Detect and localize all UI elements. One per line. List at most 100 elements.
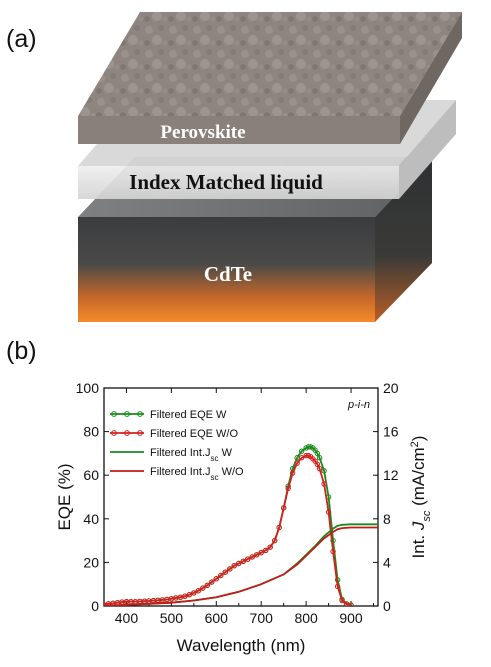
series-point-1	[294, 460, 300, 466]
legend-entry-1: Filtered EQE W/O	[150, 428, 238, 440]
y-tick-label: 100	[76, 380, 100, 396]
legend-marker-1	[124, 430, 130, 436]
x-axis-title: Wavelength (nm)	[177, 636, 306, 655]
legend-entry-main: Filtered Int.J	[150, 447, 211, 459]
y-tick-label: 60	[83, 467, 99, 483]
series-point-1	[267, 544, 273, 550]
legend-entry-main: Filtered Int.J	[150, 466, 211, 478]
y-tick-label: 80	[83, 424, 99, 440]
y2-tick-label: 4	[383, 554, 391, 570]
x-tick-label: 400	[115, 610, 139, 626]
perovskite-top-face	[78, 12, 462, 116]
x-tick-label: 800	[294, 610, 318, 626]
series-point-1	[231, 562, 237, 569]
legend-marker-0	[124, 411, 130, 417]
y2-axis-title-part: sc	[421, 510, 433, 522]
series-point-1	[348, 602, 354, 606]
y2-axis-title-part: (mA/cm	[409, 447, 428, 510]
series-point-0	[298, 448, 305, 454]
cdte-label: CdTe	[204, 262, 252, 286]
legend-entry-main: Filtered EQE W	[150, 409, 227, 421]
y-tick-label: 20	[83, 554, 99, 570]
series-point-1	[209, 579, 215, 585]
y2-tick-label: 12	[383, 467, 399, 483]
series-point-1	[330, 548, 336, 555]
series-point-1	[249, 554, 255, 560]
series-point-1	[204, 582, 211, 588]
y-axis-title: EQE (%)	[55, 463, 74, 530]
legend-marker-0	[137, 411, 143, 417]
series-point-1	[314, 461, 321, 467]
y-tick-label: 40	[83, 511, 99, 527]
series-point-1	[218, 572, 224, 579]
x-tick-label: 900	[339, 610, 363, 626]
series-point-1	[285, 485, 291, 491]
legend-entry-tail: W	[219, 447, 233, 459]
series-line-3	[104, 526, 378, 606]
legend-marker-1	[111, 430, 117, 436]
perovskite-label: Perovskite	[160, 122, 245, 143]
panel-a-label: (a)	[6, 25, 37, 53]
legend-entry-0: Filtered EQE W	[150, 409, 227, 421]
pin-annotation: p-i-n	[347, 399, 370, 411]
series-point-1	[263, 547, 269, 554]
panel-b: (b) 400 500 600 700 800 900 0 20 40 60 80 100 0 4 8 12 1…	[6, 337, 433, 655]
series-point-1	[195, 588, 202, 594]
eqe-chart: 400 500 600 700 800 900 0 20 40 60 80 100 0 4 8 12 16 20 W…	[55, 380, 433, 655]
series-point-1	[289, 470, 296, 476]
series-point-1	[321, 481, 327, 487]
series-point-1	[316, 465, 323, 472]
perovskite-front-face	[78, 116, 400, 144]
series-point-1	[325, 509, 332, 515]
series-point-1	[191, 590, 197, 596]
y2-tick-label: 16	[383, 424, 399, 440]
series-point-1	[271, 537, 278, 544]
series-point-1	[254, 552, 260, 558]
series-point-1	[227, 566, 233, 572]
y2-tick-label: 8	[383, 511, 391, 527]
legend-entry-3: Filtered Int.Jsc W/O	[150, 466, 244, 482]
series-point-1	[258, 549, 264, 556]
x-tick-label: 600	[205, 610, 229, 626]
liquid-front-face	[78, 166, 399, 199]
y2-tick-label: 20	[383, 380, 399, 396]
liquid-side-face	[399, 100, 456, 199]
series-point-1	[240, 558, 246, 565]
perovskite-side-face	[400, 12, 462, 144]
plot-frame	[103, 387, 379, 607]
series-point-1	[276, 524, 282, 531]
legend-marker-0	[111, 411, 117, 417]
y2-tick-label: 0	[383, 598, 391, 614]
plot-area	[104, 444, 378, 606]
series-line-2	[104, 523, 378, 606]
series-point-0	[321, 468, 327, 474]
series-point-1	[298, 455, 305, 461]
cdte-front-face	[78, 217, 375, 322]
y2-axis-title-part: Int.	[409, 530, 428, 558]
y-tick-label: 0	[91, 598, 99, 614]
x-tick-label: 500	[160, 610, 184, 626]
y2-axis-title: Int. Jsc (mA/cm2)	[409, 436, 433, 559]
liquid-label: Index Matched liquid	[129, 170, 323, 194]
series-point-1	[186, 591, 193, 598]
y2-axis-title-part: 2	[409, 441, 421, 447]
series-point-1	[334, 583, 341, 590]
series-point-1	[213, 576, 219, 582]
legend-entry-sub: sc	[211, 473, 219, 482]
legend-entry-tail: W/O	[219, 466, 244, 478]
panel-a: (a) CdTe Index Matched liquid Perovskite	[6, 12, 462, 322]
series-point-1	[236, 560, 242, 567]
series-point-1	[222, 569, 228, 575]
perovskite-layer: Perovskite	[78, 12, 462, 144]
series-point-1	[245, 556, 251, 562]
x-tick-label: 700	[250, 610, 274, 626]
series-line-1	[104, 454, 352, 606]
series-point-0	[330, 537, 336, 544]
cdte-side-face	[375, 157, 432, 322]
series-point-1	[280, 505, 287, 511]
legend-marker-1	[137, 430, 143, 436]
panel-b-label: (b)	[6, 337, 37, 365]
legend-entry-sub: sc	[211, 454, 219, 463]
series-point-1	[182, 593, 188, 599]
